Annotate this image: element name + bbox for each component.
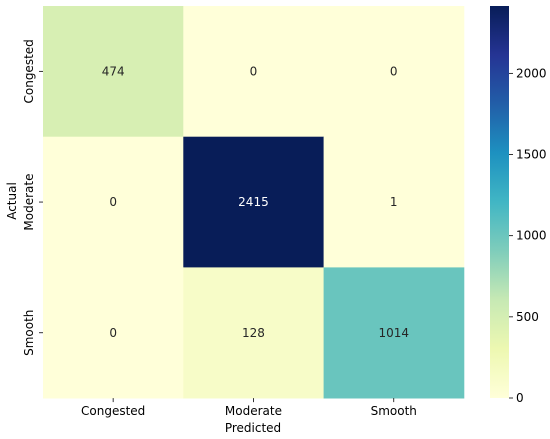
heatmap-cell xyxy=(323,267,465,399)
heatmap-cell xyxy=(43,267,184,399)
heatmap-cell xyxy=(183,267,324,399)
heatmap-cell xyxy=(323,6,465,138)
x-axis-label: Predicted xyxy=(225,421,281,435)
cell-value-label: 0 xyxy=(250,64,258,78)
colorbar-gradient xyxy=(490,6,509,398)
cell-value-label: 2415 xyxy=(238,195,269,209)
x-tick-label: Congested xyxy=(81,404,145,418)
heatmap-cell xyxy=(43,6,184,138)
y-axis-label: Actual xyxy=(5,182,19,220)
cell-value-label: 474 xyxy=(102,64,125,78)
colorbar-tick-label: 2000 xyxy=(516,66,547,80)
heatmap-cell xyxy=(183,6,324,138)
colorbar-tick-label: 500 xyxy=(516,310,539,324)
y-tick-label: Smooth xyxy=(22,310,36,356)
heatmap-cell xyxy=(183,136,324,268)
heatmap-cell xyxy=(43,136,184,268)
heatmap-cells xyxy=(43,6,465,399)
heatmap-cell xyxy=(323,136,465,268)
cell-value-label: 128 xyxy=(242,326,265,340)
colorbar-ticks: 0 500 1000 1500 2000 xyxy=(509,66,547,405)
cell-value-label: 0 xyxy=(390,64,398,78)
heatmap-cell-labels: 474 0 0 0 2415 1 0 128 1014 xyxy=(102,64,409,339)
cell-value-label: 1014 xyxy=(378,326,409,340)
colorbar-tick-label: 0 xyxy=(516,391,524,405)
cell-value-label: 0 xyxy=(109,326,117,340)
x-tick-label: Smooth xyxy=(371,404,417,418)
cell-value-label: 1 xyxy=(390,195,398,209)
colorbar-tick-label: 1000 xyxy=(516,229,547,243)
cell-value-label: 0 xyxy=(109,195,117,209)
y-tick-label: Moderate xyxy=(22,174,36,231)
y-tick-label: Congested xyxy=(22,39,36,103)
colorbar-tick-label: 1500 xyxy=(516,148,547,162)
colorbar xyxy=(490,6,509,398)
y-axis-ticks: Congested Moderate Smooth xyxy=(22,39,43,356)
x-tick-label: Moderate xyxy=(225,404,282,418)
x-axis-ticks: Congested Moderate Smooth xyxy=(81,398,417,418)
